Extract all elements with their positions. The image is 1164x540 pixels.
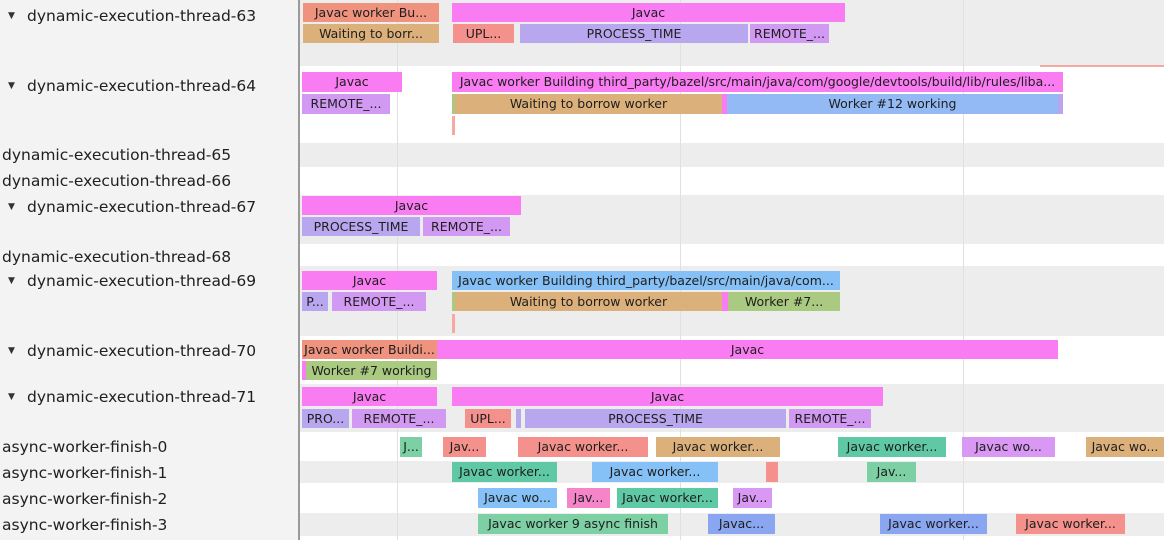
trace-slice[interactable]: Jav... xyxy=(867,462,916,482)
sidebar-item-async-worker-finish-3[interactable]: async-worker-finish-3 xyxy=(0,514,298,536)
sidebar-item-dynamic-execution-thread-71[interactable]: ▼ dynamic-execution-thread-71 xyxy=(0,386,296,408)
sidebar-item-dynamic-execution-thread-70[interactable]: ▼ dynamic-execution-thread-70 xyxy=(0,340,296,362)
collapse-arrow-icon[interactable]: ▼ xyxy=(8,202,15,212)
trace-slice[interactable]: Javac xyxy=(437,340,1058,359)
collapse-arrow-icon[interactable]: ▼ xyxy=(8,276,15,286)
trace-slice[interactable]: Waiting to borr... xyxy=(303,24,439,43)
trace-slice[interactable]: Jav... xyxy=(733,488,772,508)
trace-slice[interactable]: Javac wo... xyxy=(1086,437,1164,457)
trace-slice[interactable]: REMOTE_... xyxy=(352,409,446,428)
trace-slice[interactable]: Worker #12 working xyxy=(727,94,1058,114)
marker-tick[interactable] xyxy=(452,314,455,333)
trace-slice[interactable]: Javac xyxy=(452,387,883,406)
trace-slice[interactable]: REMOTE_... xyxy=(302,94,390,114)
trace-slice-sliver[interactable] xyxy=(302,361,306,380)
trace-slice[interactable]: UPL... xyxy=(453,24,514,43)
trace-slice-sliver[interactable] xyxy=(722,292,728,311)
trace-slice[interactable]: J... xyxy=(400,437,422,457)
trace-slice-sliver[interactable] xyxy=(766,462,778,482)
trace-slice[interactable]: Javac worker Buildi... xyxy=(302,340,437,359)
thread-label: dynamic-execution-thread-66 xyxy=(2,172,232,190)
trace-slice-sliver[interactable] xyxy=(516,409,521,428)
trace-slice[interactable]: Javac... xyxy=(708,514,775,534)
trace-slice[interactable]: Javac worker... xyxy=(656,437,780,457)
trace-slice[interactable]: Javac xyxy=(302,196,521,215)
collapse-arrow-icon[interactable]: ▼ xyxy=(8,392,15,402)
trace-slice[interactable]: Javac worker... xyxy=(838,437,946,457)
thread-label: dynamic-execution-thread-64 xyxy=(27,77,257,95)
sidebar-item-async-worker-finish-0[interactable]: async-worker-finish-0 xyxy=(0,436,298,458)
time-gridline xyxy=(680,0,681,540)
trace-slice[interactable]: Worker #7 working xyxy=(306,361,437,380)
thread-label: dynamic-execution-thread-67 xyxy=(27,198,257,216)
thread-list-sidebar: ▼ dynamic-execution-thread-63 ▼ dynamic-exe… xyxy=(0,0,300,540)
trace-slice[interactable]: Javac worker... xyxy=(452,462,557,482)
trace-slice[interactable]: Javac worker... xyxy=(1016,514,1125,534)
trace-slice-sliver[interactable] xyxy=(722,94,727,114)
sidebar-item-dynamic-execution-thread-68[interactable]: dynamic-execution-thread-68 xyxy=(0,246,298,268)
trace-slice-sliver[interactable] xyxy=(452,94,455,114)
trace-slice[interactable]: Waiting to borrow worker xyxy=(455,94,722,114)
thread-label: async-worker-finish-3 xyxy=(2,516,168,534)
sidebar-item-dynamic-execution-thread-65[interactable]: dynamic-execution-thread-65 xyxy=(0,144,298,166)
collapse-arrow-icon[interactable]: ▼ xyxy=(8,81,15,91)
trace-slice[interactable]: Javac wo... xyxy=(478,488,557,508)
trace-slice[interactable]: REMOTE_... xyxy=(789,409,871,428)
trace-slice[interactable]: Jav... xyxy=(443,437,486,457)
thread-label: dynamic-execution-thread-71 xyxy=(27,388,257,406)
trace-slice-sliver[interactable] xyxy=(452,292,455,311)
collapse-arrow-icon[interactable]: ▼ xyxy=(8,11,15,21)
trace-slice[interactable]: REMOTE_... xyxy=(750,24,829,43)
trace-slice[interactable]: Javac worker 9 async finish xyxy=(478,514,668,534)
sidebar-item-async-worker-finish-1[interactable]: async-worker-finish-1 xyxy=(0,462,298,484)
thread-label: async-worker-finish-2 xyxy=(2,490,168,508)
trace-slice[interactable]: Javac worker... xyxy=(518,437,648,457)
trace-slice[interactable]: Javac worker Building third_party/bazel/… xyxy=(452,271,840,290)
trace-slice[interactable]: Javac worker Bu... xyxy=(303,3,439,22)
thread-label: dynamic-execution-thread-68 xyxy=(2,248,232,266)
trace-slice[interactable]: PROCESS_TIME xyxy=(520,24,748,43)
trace-slice[interactable]: Javac wo... xyxy=(962,437,1055,457)
trace-slice[interactable]: REMOTE_... xyxy=(423,217,510,236)
thread-label: async-worker-finish-1 xyxy=(2,464,168,482)
marker-tick[interactable] xyxy=(452,116,455,135)
sidebar-item-dynamic-execution-thread-66[interactable]: dynamic-execution-thread-66 xyxy=(0,170,298,192)
track-background-stripe xyxy=(300,143,1164,167)
sidebar-item-async-worker-finish-2[interactable]: async-worker-finish-2 xyxy=(0,488,298,510)
time-gridline xyxy=(397,0,398,540)
trace-slice[interactable]: Javac worker... xyxy=(617,488,718,508)
time-gridline xyxy=(963,0,964,540)
trace-slice[interactable]: P... xyxy=(302,292,328,311)
trace-slice[interactable]: Javac xyxy=(302,271,437,290)
trace-slice[interactable]: PRO... xyxy=(302,409,349,428)
trace-slice-sliver[interactable] xyxy=(1058,94,1063,114)
thread-label: dynamic-execution-thread-65 xyxy=(2,146,232,164)
sidebar-item-dynamic-execution-thread-67[interactable]: ▼ dynamic-execution-thread-67 xyxy=(0,196,296,218)
trace-slice[interactable]: PROCESS_TIME xyxy=(302,217,420,236)
collapse-arrow-icon[interactable]: ▼ xyxy=(8,346,15,356)
thread-label: dynamic-execution-thread-69 xyxy=(27,272,257,290)
trace-slice[interactable]: Javac xyxy=(302,72,402,92)
trace-slice[interactable]: Javac xyxy=(302,387,437,406)
trace-slice[interactable]: PROCESS_TIME xyxy=(525,409,786,428)
sidebar-item-dynamic-execution-thread-63[interactable]: ▼ dynamic-execution-thread-63 xyxy=(0,5,296,27)
thread-label: dynamic-execution-thread-70 xyxy=(27,342,257,360)
marker-line xyxy=(1040,65,1164,67)
trace-slice[interactable]: Javac worker Building third_party/bazel/… xyxy=(452,72,1063,92)
trace-slice[interactable]: Waiting to borrow worker xyxy=(455,292,722,311)
track-background-stripe xyxy=(300,461,1164,483)
trace-slice[interactable]: Worker #7... xyxy=(728,292,840,311)
trace-slice[interactable]: Javac worker... xyxy=(880,514,987,534)
thread-label: async-worker-finish-0 xyxy=(2,438,168,456)
trace-slice[interactable]: Javac worker... xyxy=(592,462,718,482)
trace-slice[interactable]: REMOTE_... xyxy=(332,292,426,311)
trace-slice[interactable]: Javac xyxy=(452,3,845,22)
thread-label: dynamic-execution-thread-63 xyxy=(27,7,257,25)
trace-slice[interactable]: Jav... xyxy=(567,488,610,508)
trace-slice[interactable]: UPL... xyxy=(465,409,511,428)
sidebar-item-dynamic-execution-thread-69[interactable]: ▼ dynamic-execution-thread-69 xyxy=(0,270,296,292)
sidebar-item-dynamic-execution-thread-64[interactable]: ▼ dynamic-execution-thread-64 xyxy=(0,75,296,97)
